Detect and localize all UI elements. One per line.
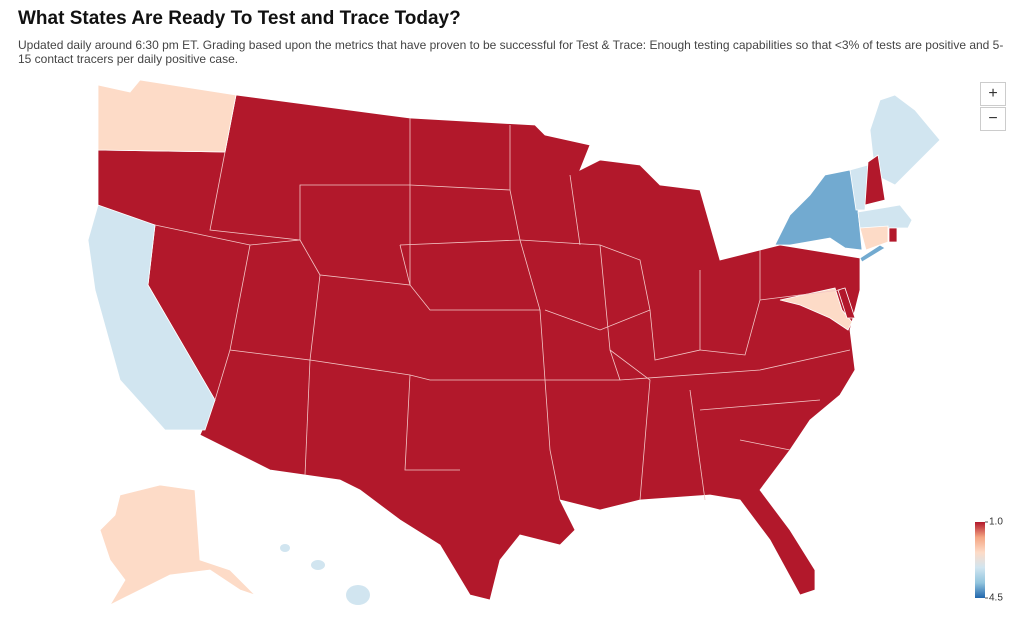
title: What States Are Ready To Test and Trace … <box>18 8 461 29</box>
state-region <box>837 287 856 319</box>
state-region <box>346 585 370 605</box>
state-region <box>859 244 886 263</box>
state-region <box>99 484 256 606</box>
state-borders <box>154 118 851 501</box>
zoom-out-button[interactable]: − <box>980 107 1006 131</box>
state-region <box>864 154 886 206</box>
state-region <box>774 169 863 251</box>
state-region <box>280 544 290 552</box>
state-region <box>87 204 216 431</box>
state-region <box>857 204 913 229</box>
state-region <box>311 560 325 570</box>
legend-tick-label: 1.0 <box>989 517 1003 528</box>
state-region <box>779 287 853 331</box>
state-region <box>97 94 861 601</box>
zoom-in-button[interactable]: + <box>980 82 1006 106</box>
state-region <box>97 79 237 153</box>
legend-tick-label: 4.5 <box>989 593 1003 604</box>
state-region <box>869 94 941 186</box>
state-region <box>888 227 898 243</box>
state-region <box>849 164 869 211</box>
state-region <box>859 225 889 251</box>
subtitle: Updated daily around 6:30 pm ET. Grading… <box>18 38 1004 66</box>
color-legend-bar <box>975 522 985 598</box>
